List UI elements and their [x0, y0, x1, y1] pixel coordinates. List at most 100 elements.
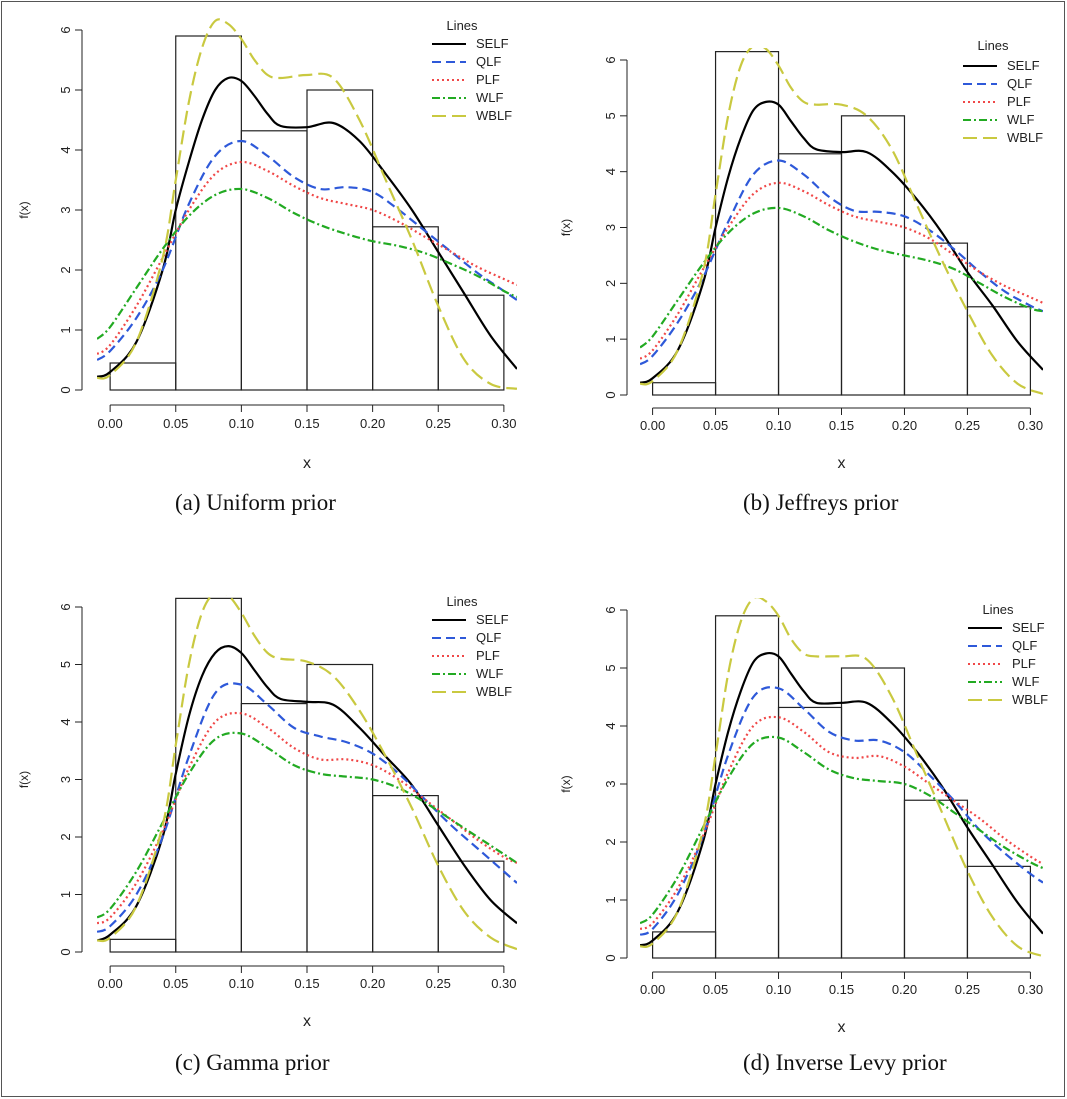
legend-title: Lines: [982, 602, 1014, 617]
histogram-bar: [306, 89, 374, 391]
y-tick-label: 5: [58, 86, 73, 93]
x-tick-label: 0.30: [1018, 982, 1043, 997]
legend-label-self: SELF: [476, 612, 509, 627]
x-tick-label: 0.15: [294, 976, 319, 991]
histogram-bar: [651, 382, 717, 396]
series-group: [640, 48, 1043, 395]
y-tick-label: 0: [58, 386, 73, 393]
legend-label-wlf: WLF: [476, 666, 504, 681]
y-tick-label: 6: [603, 606, 618, 613]
legend-label-self: SELF: [1007, 58, 1040, 73]
legend-label-wblf: WBLF: [476, 108, 512, 123]
legend-label-qlf: QLF: [476, 630, 501, 645]
histogram-bar: [372, 226, 439, 391]
y-axis-label: f(x): [17, 201, 31, 218]
legend-label-wblf: WBLF: [1012, 692, 1048, 707]
y-tick-label: 0: [603, 391, 618, 398]
x-tick-label: 0.25: [426, 416, 451, 431]
x-axis-label: x: [838, 1019, 846, 1036]
y-tick-label: 4: [603, 722, 618, 729]
x-tick-label: 0.15: [829, 982, 854, 997]
y-tick-label: 4: [58, 146, 73, 153]
histogram-bar: [840, 667, 906, 959]
y-tick-label: 2: [58, 266, 73, 273]
y-axis-label: f(x): [559, 775, 573, 792]
x-tick-label: 0.20: [892, 982, 917, 997]
y-tick-label: 0: [58, 948, 73, 955]
x-tick-label: 0.00: [97, 416, 122, 431]
x-tick-label: 0.30: [1018, 418, 1043, 433]
legend-label-qlf: QLF: [1012, 638, 1037, 653]
x-tick-label: 0.05: [163, 976, 188, 991]
histogram-bar: [372, 795, 439, 953]
x-tick-label: 0.00: [640, 982, 665, 997]
x-tick-label: 0.10: [229, 416, 254, 431]
x-tick-label: 0.05: [703, 418, 728, 433]
panel-uniform-prior: 0.00 0.05 0.10 0.15 0.20 0.25 0.30 0 1 2 3 4 5 6 x f(x)…: [17, 18, 517, 472]
histogram-bar: [840, 115, 906, 396]
histogram-bar: [240, 702, 308, 953]
legend-label-plf: PLF: [1012, 656, 1036, 671]
y-tick-label: 2: [603, 280, 618, 287]
histogram-bar: [903, 799, 969, 959]
y-tick-label: 6: [603, 56, 618, 63]
y-axis-label: f(x): [17, 771, 31, 788]
x-tick-label: 0.15: [294, 416, 319, 431]
legend-label-self: SELF: [1012, 620, 1045, 635]
legend-label-plf: PLF: [1007, 94, 1031, 109]
y-axis-label: f(x): [559, 219, 573, 236]
histogram-bar: [437, 860, 505, 953]
panel-jeffreys-prior: 0.00 0.05 0.10 0.15 0.20 0.25 0.30 0 1 2 3 4 5 6 x f(x)…: [559, 38, 1043, 472]
x-axis-label: x: [303, 455, 311, 472]
legend-label-wlf: WLF: [1012, 674, 1040, 689]
y-tick-label: 3: [603, 224, 618, 231]
x-tick-label: 0.20: [892, 418, 917, 433]
legend-label-qlf: QLF: [1007, 76, 1032, 91]
legend-label-qlf: QLF: [476, 54, 501, 69]
x-tick-label: 0.15: [829, 418, 854, 433]
histogram-bar: [714, 615, 780, 959]
histogram-bar: [306, 663, 374, 953]
panel-gamma-prior: 0.00 0.05 0.10 0.15 0.20 0.25 0.30 0 1 2 3 4 5 6 x f(x)…: [17, 594, 517, 1030]
x-tick-label: 0.00: [97, 976, 122, 991]
y-tick-label: 4: [58, 718, 73, 725]
panel-inverse-levy-prior: 0.00 0.05 0.10 0.15 0.20 0.25 0.30 0 1 2 3 4 5 6 x f(x)…: [559, 598, 1048, 1036]
histogram-bar: [714, 51, 780, 396]
legend-label-plf: PLF: [476, 648, 500, 663]
y-tick-label: 2: [603, 838, 618, 845]
y-tick-label: 4: [603, 168, 618, 175]
y-tick-label: 5: [603, 664, 618, 671]
series-line-wblf: [97, 595, 517, 951]
x-tick-label: 0.00: [640, 418, 665, 433]
series-group: [97, 18, 517, 390]
x-tick-label: 0.05: [703, 982, 728, 997]
x-tick-label: 0.10: [766, 418, 791, 433]
y-tick-label: 2: [58, 833, 73, 840]
legend-label-plf: PLF: [476, 72, 500, 87]
series-line-wblf: [97, 18, 517, 390]
x-axis-label: x: [303, 1013, 311, 1030]
histogram-bar: [240, 130, 308, 391]
x-tick-label: 0.10: [229, 976, 254, 991]
series-line-wlf: [97, 731, 517, 919]
histogram-bar: [966, 865, 1032, 959]
x-axis-label: x: [838, 455, 846, 472]
legend-label-wblf: WBLF: [1007, 130, 1043, 145]
y-tick-label: 0: [603, 954, 618, 961]
series-group: [640, 598, 1043, 958]
y-tick-label: 1: [58, 891, 73, 898]
x-tick-label: 0.10: [766, 982, 791, 997]
legend-title: Lines: [446, 594, 478, 609]
x-tick-label: 0.05: [163, 416, 188, 431]
series-line-qlf: [97, 682, 517, 933]
y-tick-label: 6: [58, 26, 73, 33]
series-line-wlf: [640, 206, 1043, 349]
series-line-wblf: [640, 598, 1043, 958]
series-group: [97, 595, 517, 951]
series-line-wlf: [97, 187, 517, 340]
histogram-bar: [903, 242, 969, 396]
histogram-bar: [437, 294, 505, 391]
y-tick-label: 1: [603, 896, 618, 903]
